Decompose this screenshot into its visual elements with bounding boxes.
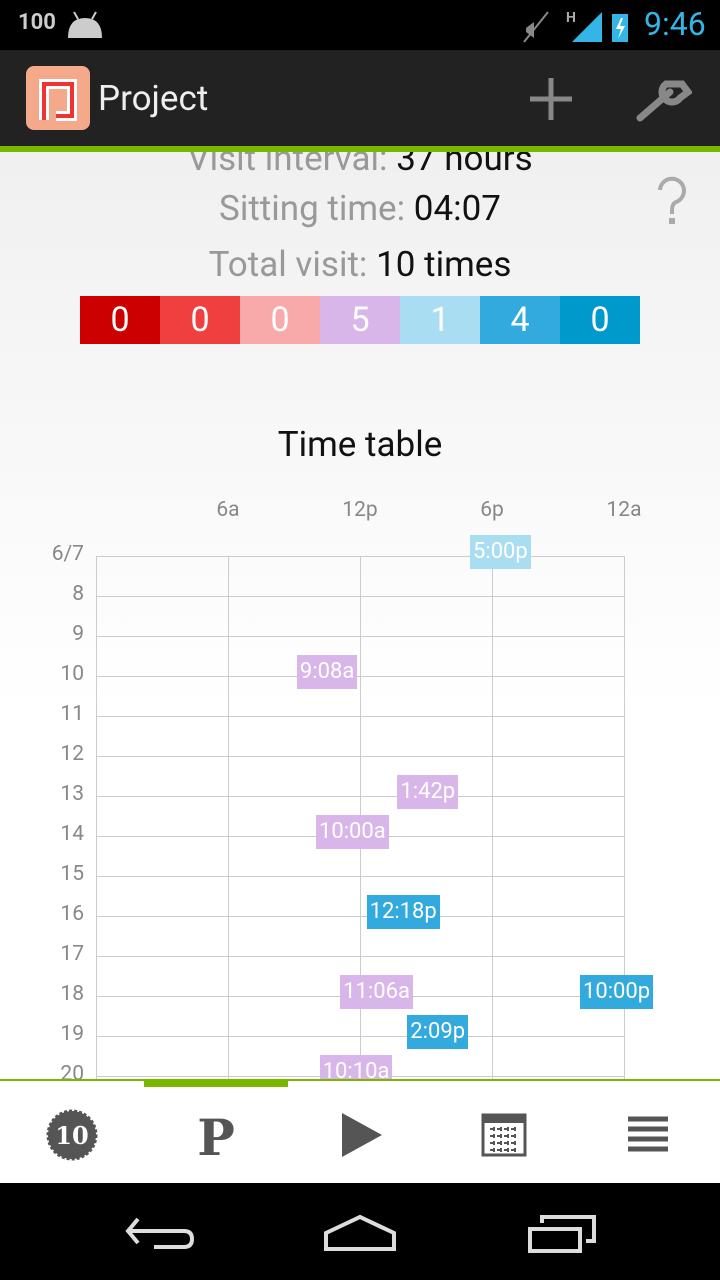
count-cell: 5 <box>320 296 400 344</box>
settings-button[interactable] <box>636 74 692 124</box>
time-entry: 1:42p <box>397 775 459 809</box>
sitting-time: Sitting time: 04:07 <box>0 188 720 229</box>
grid-line <box>96 556 624 557</box>
grid-line <box>96 956 624 957</box>
android-icon <box>68 11 102 38</box>
tab-list[interactable] <box>628 1115 668 1155</box>
grid-line <box>228 556 229 1079</box>
home-button[interactable] <box>322 1213 398 1253</box>
row-label: 16 <box>60 902 84 926</box>
count-cell: 0 <box>560 296 640 344</box>
count-cell: 0 <box>80 296 160 344</box>
app-icon[interactable] <box>26 66 90 130</box>
grid-line <box>96 796 624 797</box>
recents-button[interactable] <box>526 1213 598 1255</box>
row-label: 17 <box>60 942 84 966</box>
value: 10 times <box>376 244 512 285</box>
value: 04:07 <box>413 188 501 229</box>
row-label: 20 <box>60 1062 84 1079</box>
grid-line <box>96 556 97 1079</box>
grid-line <box>96 596 624 597</box>
time-entry: 10:10a <box>319 1055 393 1079</box>
label: Visit interval: <box>187 152 388 179</box>
system-nav <box>0 1183 720 1280</box>
grid-line <box>624 556 625 1079</box>
count-cell: 1 <box>400 296 480 344</box>
column-label: 12p <box>342 498 378 522</box>
time-entry: 9:08a <box>296 655 358 689</box>
grid-line <box>96 876 624 877</box>
timetable: 6a 12p 6p 12a 6/7 5:00p 8 9 10 9:08a 11 12 13 1:42p 14… <box>0 152 720 1079</box>
network-type: H <box>566 10 576 26</box>
column-label: 6a <box>216 498 240 522</box>
tab-calendar[interactable] <box>480 1109 528 1159</box>
p-text: P <box>197 1108 235 1163</box>
row-label: 9 <box>72 622 84 646</box>
timetable-title: Time table <box>277 424 443 465</box>
add-button[interactable] <box>528 76 574 122</box>
grid-line <box>96 716 624 717</box>
row-label: 8 <box>72 582 84 606</box>
column-label: 6p <box>480 498 504 522</box>
grid-line <box>96 676 624 677</box>
count-cell: 0 <box>160 296 240 344</box>
tab-indicator <box>144 1081 288 1087</box>
tab-play[interactable] <box>338 1111 384 1161</box>
time-entry: 2:09p <box>407 1015 469 1049</box>
row-label: 12 <box>60 742 84 766</box>
content: Visit interval: 37 hours Sitting time: 0… <box>0 152 720 1079</box>
total-visit: Total visit: 10 times <box>0 244 720 285</box>
count-cell: 0 <box>240 296 320 344</box>
time-entry: 12:18p <box>366 895 440 929</box>
back-button[interactable] <box>124 1213 196 1253</box>
status-icons: H <box>523 10 628 43</box>
badge-text: 10 <box>55 1121 88 1150</box>
row-label: 15 <box>60 862 84 886</box>
grid-line <box>96 916 624 917</box>
clock: 9:46 <box>644 5 706 43</box>
battery-level: 100 <box>18 10 56 35</box>
value: 37 hours <box>396 152 533 179</box>
time-entry: 10:00a <box>316 815 389 849</box>
visit-interval: Visit interval: 37 hours <box>0 152 720 179</box>
column-label: 12a <box>606 498 642 522</box>
grid-line <box>492 556 493 1079</box>
count-cell: 4 <box>480 296 560 344</box>
grid-line <box>96 1036 624 1037</box>
grid-line <box>96 636 624 637</box>
row-label: 19 <box>60 1022 84 1046</box>
row-label: 11 <box>60 702 84 726</box>
label: Total visit: <box>208 244 368 285</box>
action-bar: Project <box>0 50 720 146</box>
row-label: 14 <box>60 822 84 846</box>
status-bar: 100 H 9:46 <box>0 0 720 50</box>
row-label: 6/7 <box>51 542 84 566</box>
time-entry: 10:00p <box>580 975 654 1009</box>
time-entry: 11:06a <box>340 975 413 1009</box>
help-button[interactable] <box>654 176 690 226</box>
row-label: 13 <box>60 782 84 806</box>
row-label: 10 <box>60 662 84 686</box>
tab-counter[interactable]: 10 <box>46 1109 98 1161</box>
accent-line <box>0 146 720 152</box>
row-label: 18 <box>60 982 84 1006</box>
app-title: Project <box>98 78 209 119</box>
grid-line <box>96 756 624 757</box>
tab-p[interactable]: P <box>190 1107 242 1163</box>
time-entry: 5:00p <box>470 535 531 569</box>
bottom-nav: 10 P <box>0 1079 720 1183</box>
label: Sitting time: <box>219 188 406 229</box>
